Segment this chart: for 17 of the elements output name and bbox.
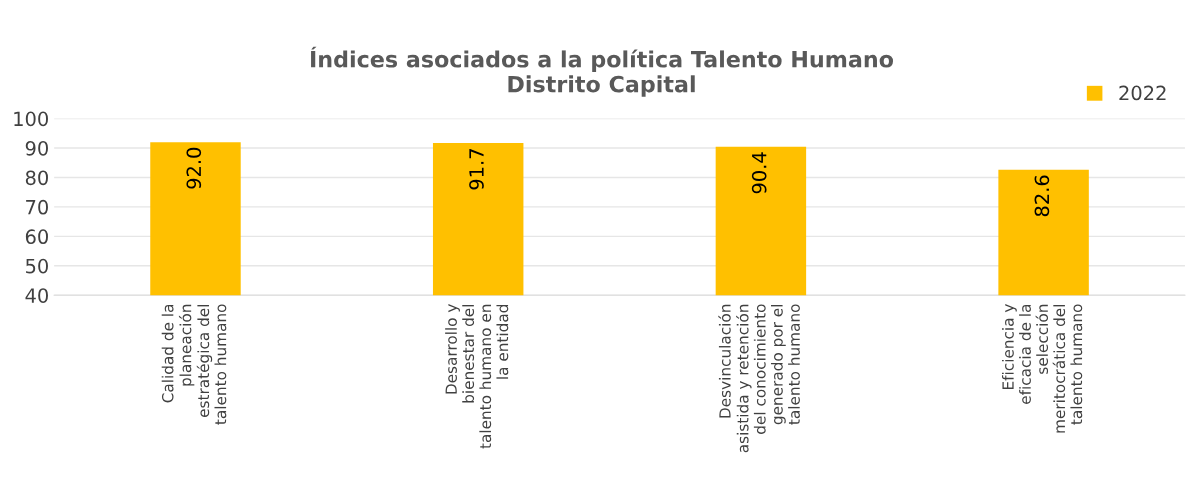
chart-title: Índices asociados a la política Talento Humano Distrito Capital — [311, 46, 894, 97]
y-tick-label: 80 — [25, 170, 48, 186]
data-label: 82.6 — [1034, 175, 1050, 217]
data-label: 91.7 — [469, 149, 484, 190]
y-tick-label: 60 — [25, 229, 48, 245]
y-tick-label: 90 — [25, 140, 48, 156]
y-tick-label: 40 — [25, 288, 48, 303]
x-tick-label: Calidad de la planeación estratégica del talento humano — [161, 304, 227, 425]
legend-label: 2022 — [1119, 85, 1166, 101]
x-tick-label: Eficiencia y eficacia de la selección meritocrática del talento humano — [1001, 304, 1083, 433]
x-tick-label: Desarrollo y bienestar del talento humano en la entidad — [445, 304, 509, 449]
data-label: 92.0 — [186, 147, 202, 189]
y-tick-label: 70 — [26, 199, 48, 215]
data-label: 90.4 — [751, 152, 767, 194]
y-tick-label: 50 — [26, 258, 48, 274]
y-tick-label: 100 — [14, 111, 48, 127]
x-tick-label: Desvinculación asistida y retención del conocimiento generado por el talento humano — [718, 304, 800, 453]
